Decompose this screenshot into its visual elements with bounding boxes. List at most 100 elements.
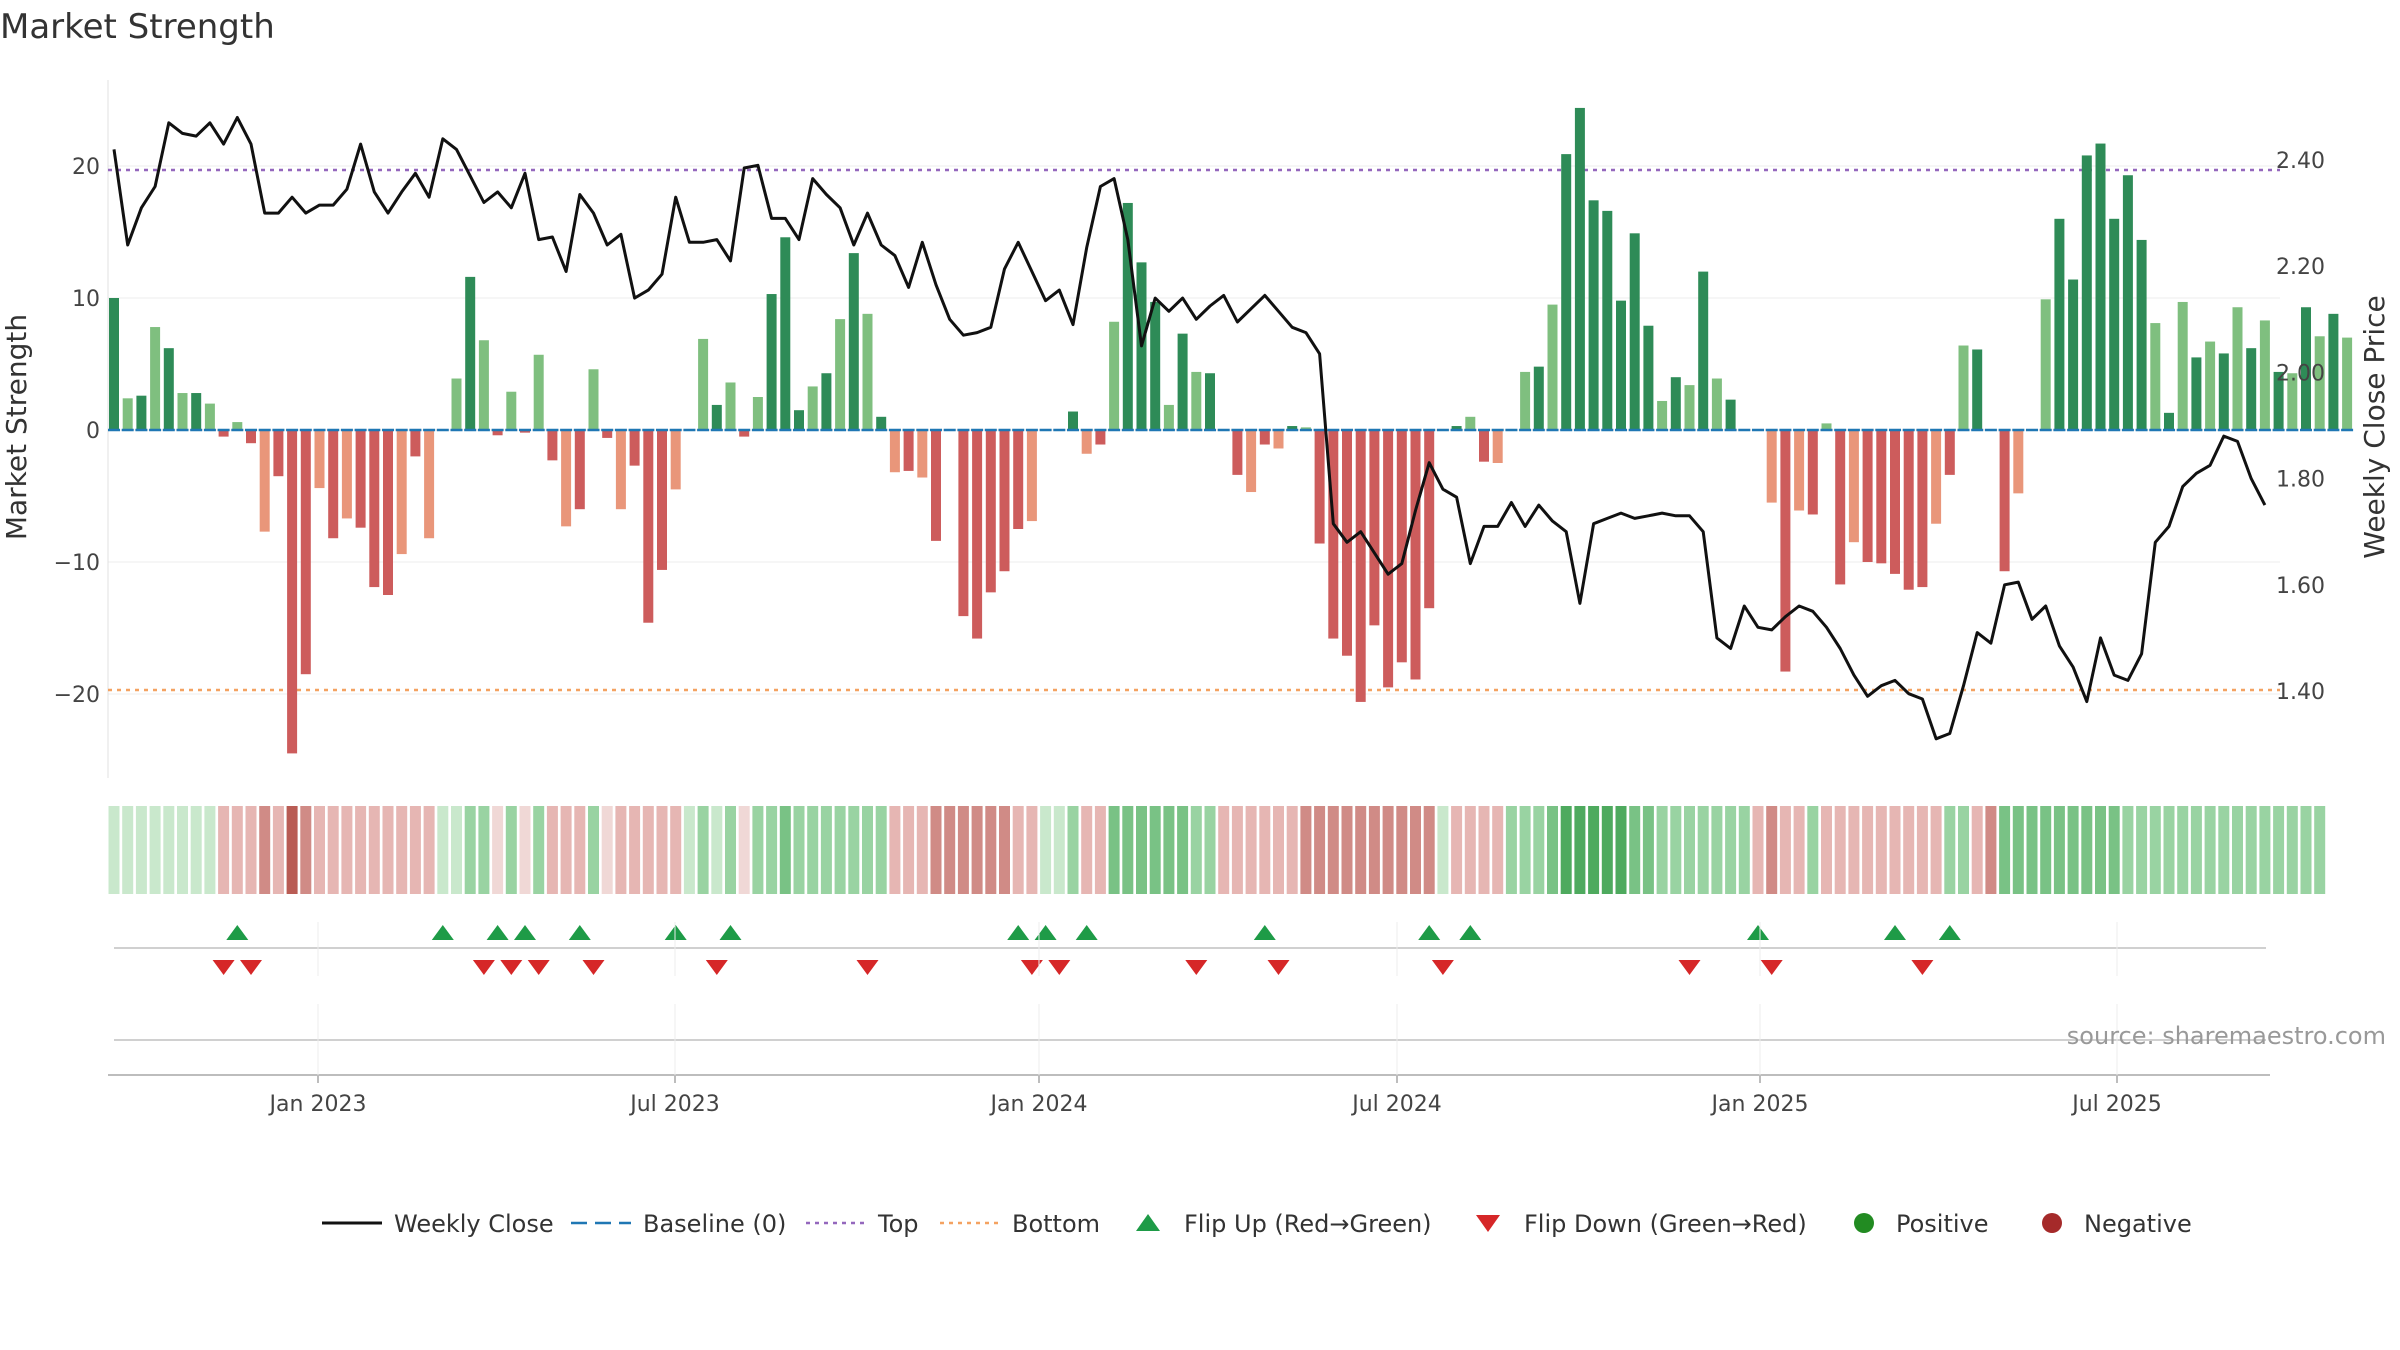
band-cell — [752, 806, 764, 894]
flip-down-marker — [527, 960, 550, 975]
band-cell — [2026, 806, 2038, 894]
band-cell — [1492, 806, 1504, 894]
flip-down-marker — [212, 960, 235, 975]
y-tick-label: −10 — [54, 551, 100, 576]
strength-bar — [1547, 304, 1558, 430]
band-cell — [1519, 806, 1531, 894]
legend-label: Positive — [1896, 1210, 1989, 1238]
strength-bar — [204, 403, 215, 430]
band-cell — [177, 806, 188, 894]
legend-item: Top — [806, 1210, 919, 1238]
band-cell — [642, 806, 654, 894]
band-cell — [697, 806, 709, 894]
strength-bar — [602, 430, 613, 438]
band-cell — [1464, 806, 1476, 894]
strength-bar — [2150, 323, 2161, 430]
legend-swatch — [1136, 1214, 1160, 1231]
strength-bar — [410, 430, 421, 457]
band-cell — [108, 806, 120, 894]
strength-bar — [2328, 313, 2339, 430]
band-cell — [834, 806, 846, 894]
band-cell — [1149, 806, 1161, 894]
flip-up-marker — [1747, 925, 1769, 940]
band-cell — [807, 806, 819, 894]
band-cell — [1163, 806, 1175, 894]
band-cell — [615, 806, 627, 894]
strength-bar — [1369, 430, 1380, 626]
strength-bar — [246, 430, 256, 444]
strength-bar — [2122, 175, 2133, 430]
band-cell — [1601, 806, 1613, 894]
strength-bar — [1944, 430, 1955, 475]
strength-bar — [1492, 430, 1503, 463]
strength-bar — [2287, 373, 2298, 430]
strength-bar — [1533, 366, 1544, 430]
band-cell — [341, 806, 353, 894]
level-lines — [108, 168, 2280, 692]
strength-bar — [1670, 377, 1681, 430]
strength-bar — [931, 430, 941, 541]
strength-bar — [1163, 404, 1174, 430]
strength-bar — [506, 391, 517, 430]
band-cell — [272, 806, 284, 894]
strength-bar — [1616, 300, 1626, 430]
strength-bar — [369, 430, 380, 588]
strength-bar — [561, 430, 572, 527]
band-cell — [916, 806, 928, 894]
strength-bar — [917, 430, 928, 478]
band-cell — [1327, 806, 1339, 894]
band-cell — [163, 806, 175, 894]
band-cell — [971, 806, 983, 894]
band-cell — [1560, 806, 1572, 894]
strength-bar — [1711, 378, 1722, 430]
strength-bar — [1013, 430, 1024, 529]
band-cell — [779, 806, 791, 894]
flip-up-marker — [1253, 925, 1276, 940]
strength-bar — [1520, 371, 1531, 430]
strength-bar — [2081, 155, 2092, 430]
strength-bar — [848, 253, 859, 430]
x-tick-label: Jul 2025 — [2070, 1092, 2162, 1117]
band-cell — [478, 806, 490, 894]
band-cell — [670, 806, 682, 894]
band-cell — [766, 806, 778, 894]
band-cell — [957, 806, 969, 894]
strength-bar — [2232, 307, 2243, 430]
strength-bar — [985, 430, 996, 593]
band-cell — [944, 806, 956, 894]
strength-bar — [1287, 426, 1298, 430]
strength-bar — [163, 348, 174, 430]
band-cell — [1848, 806, 1860, 894]
flip-up-marker — [1418, 925, 1441, 940]
strength-bar — [1794, 430, 1805, 511]
strength-bar — [615, 430, 626, 510]
flip-down-marker — [240, 960, 262, 975]
band-cell — [1136, 806, 1147, 894]
band-cell — [1245, 806, 1257, 894]
band-cell — [231, 806, 243, 894]
strength-bar — [657, 430, 667, 570]
x-tick-label: Jan 2025 — [1710, 1092, 1809, 1117]
flip-up-marker — [1459, 925, 1482, 940]
band-cell — [396, 806, 408, 894]
strength-bar — [1081, 430, 1092, 454]
band-cell — [2122, 806, 2134, 894]
band-cell — [1903, 806, 1915, 894]
strength-bar — [1465, 416, 1476, 430]
flip-down-marker — [1431, 960, 1454, 975]
strength-bar — [2273, 371, 2284, 430]
band-cell — [122, 806, 134, 894]
strength-bar — [300, 430, 311, 675]
flip-up-marker — [1075, 925, 1098, 940]
band-cell — [1382, 806, 1394, 894]
strength-bar — [1122, 202, 1133, 430]
strength-bar — [191, 393, 202, 430]
band-cell — [1286, 806, 1298, 894]
strength-bar — [876, 416, 887, 430]
band-cell — [327, 806, 339, 894]
strength-bar — [1903, 430, 1914, 590]
y-tick-label: 0 — [86, 419, 100, 444]
strength-bar — [465, 276, 476, 430]
band-cell — [862, 806, 873, 894]
strength-bar — [2068, 279, 2079, 430]
